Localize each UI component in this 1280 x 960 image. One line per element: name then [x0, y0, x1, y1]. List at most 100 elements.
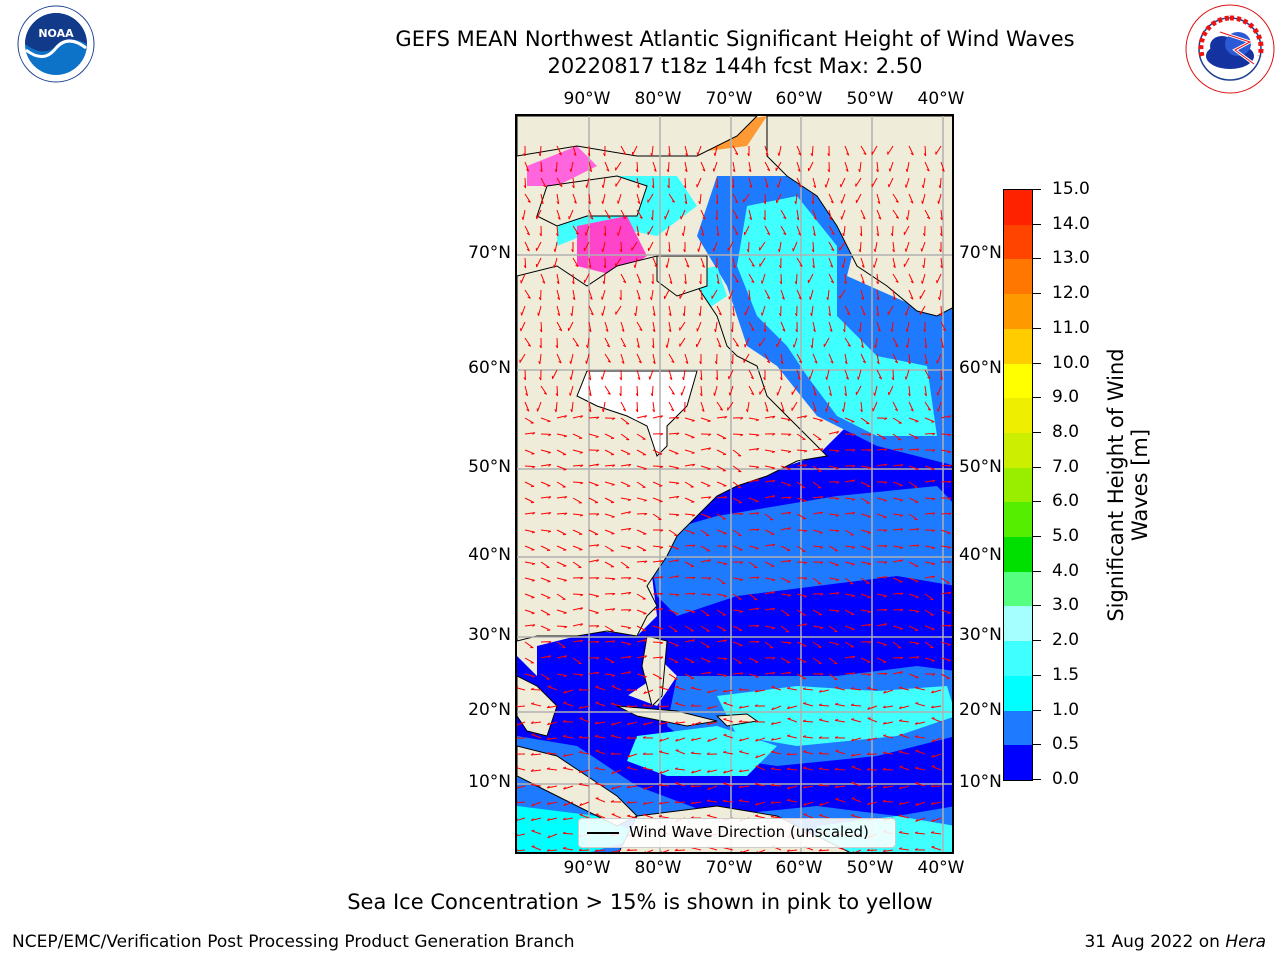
wave-arrow	[828, 673, 838, 681]
wave-arrow	[940, 545, 951, 548]
wave-arrow	[707, 689, 718, 694]
wave-arrow	[764, 177, 769, 188]
wave-arrow	[604, 321, 609, 332]
wave-arrow	[700, 209, 706, 220]
wave-arrow-head	[623, 152, 627, 156]
wave-arrow-head	[588, 393, 592, 397]
wave-arrow	[908, 481, 918, 488]
wave-arrow	[572, 673, 584, 676]
wave-arrow	[748, 528, 760, 531]
wave-arrow	[748, 209, 753, 220]
wave-arrow	[540, 545, 551, 551]
wave-arrow-head	[628, 463, 632, 467]
wave-arrow-head	[723, 750, 727, 753]
wave-arrow-head	[607, 360, 611, 363]
wave-arrow	[924, 337, 927, 348]
wave-arrow-head	[682, 376, 685, 381]
wave-arrow	[684, 529, 695, 534]
wave-arrow-head	[723, 701, 727, 704]
wave-arrow-head	[803, 702, 807, 704]
colorbar-tick	[1033, 327, 1041, 329]
wave-arrow	[931, 801, 942, 805]
wave-arrow-head	[571, 185, 575, 189]
wave-arrow	[611, 703, 622, 707]
wave-arrow-head	[883, 690, 886, 694]
wave-arrow	[652, 513, 662, 521]
wave-arrow	[620, 337, 627, 348]
wave-arrow	[636, 289, 641, 300]
wave-arrow	[892, 641, 902, 649]
wave-arrow	[556, 449, 567, 456]
wave-arrow	[583, 273, 590, 284]
wave-arrow-head	[755, 547, 759, 550]
wave-arrow	[940, 225, 943, 237]
wave-arrow	[732, 145, 739, 155]
wave-arrow	[924, 432, 936, 435]
wave-arrow	[540, 463, 551, 467]
wave-arrow-head	[771, 451, 776, 454]
wave-arrow-head	[660, 560, 664, 563]
wave-arrow-head	[626, 800, 630, 804]
wave-arrow	[748, 369, 754, 380]
wave-arrow	[748, 241, 750, 253]
colorbar-tick-label: 3.0	[1052, 595, 1080, 616]
wave-arrow	[684, 433, 695, 438]
wave-arrow-head	[542, 184, 546, 188]
wave-arrow-head	[740, 672, 744, 676]
colorbar-segment	[1004, 571, 1032, 607]
wave-arrow	[755, 753, 766, 759]
wave-arrow	[522, 209, 526, 220]
wave-arrow	[940, 512, 952, 515]
wave-arrow-head	[846, 312, 851, 316]
wave-arrow-head	[948, 415, 952, 419]
wave-arrow	[899, 848, 910, 851]
wave-arrow	[572, 257, 579, 267]
lat-label-left: 60°N	[468, 358, 511, 378]
wave-arrow	[636, 465, 647, 470]
wave-arrow	[579, 705, 590, 709]
wave-arrow	[613, 849, 622, 852]
wave-arrow	[636, 609, 647, 615]
colorbar-tick	[1033, 640, 1041, 642]
wave-arrow-head	[714, 328, 717, 333]
wave-arrow	[595, 721, 606, 725]
wave-arrow-head	[660, 642, 664, 645]
wave-arrow-head	[670, 408, 674, 412]
wave-arrow	[780, 657, 791, 664]
wave-arrow-head	[542, 281, 546, 284]
wave-arrow	[700, 559, 711, 563]
wave-arrow	[679, 321, 686, 331]
wave-arrow-head	[947, 644, 951, 646]
wave-arrow	[908, 593, 919, 598]
wave-arrow-head	[797, 169, 801, 172]
wave-arrow	[572, 177, 575, 188]
colorbar-tick-label: 11.0	[1052, 317, 1090, 338]
wave-arrow	[690, 785, 702, 788]
wave-arrow	[905, 305, 910, 316]
wave-arrow-head	[910, 296, 914, 300]
wave-arrow-head	[652, 313, 656, 317]
wave-arrow-head	[619, 393, 622, 397]
wave-arrow	[940, 577, 950, 584]
wave-arrow-head	[660, 466, 664, 469]
wave-arrow	[851, 782, 862, 787]
wave-arrow	[908, 289, 914, 300]
wave-arrow	[601, 289, 606, 300]
wave-arrow	[540, 193, 544, 204]
wave-arrow-head	[876, 233, 879, 237]
wave-arrow	[732, 672, 743, 675]
wave-arrow	[755, 815, 766, 819]
wave-arrow	[924, 512, 936, 515]
wave-arrow	[668, 321, 672, 332]
wave-arrow	[727, 241, 734, 252]
wave-arrow	[668, 641, 679, 647]
wave-arrow-head	[674, 721, 678, 724]
wave-arrow-head	[603, 153, 606, 157]
wave-arrow-head	[899, 786, 902, 790]
wave-arrow-head	[590, 216, 594, 220]
wave-arrow-head	[611, 771, 614, 775]
wave-arrow	[841, 209, 846, 220]
wave-arrow-head	[873, 264, 875, 268]
wave-arrow-head	[820, 511, 824, 515]
wave-arrow	[659, 705, 670, 708]
